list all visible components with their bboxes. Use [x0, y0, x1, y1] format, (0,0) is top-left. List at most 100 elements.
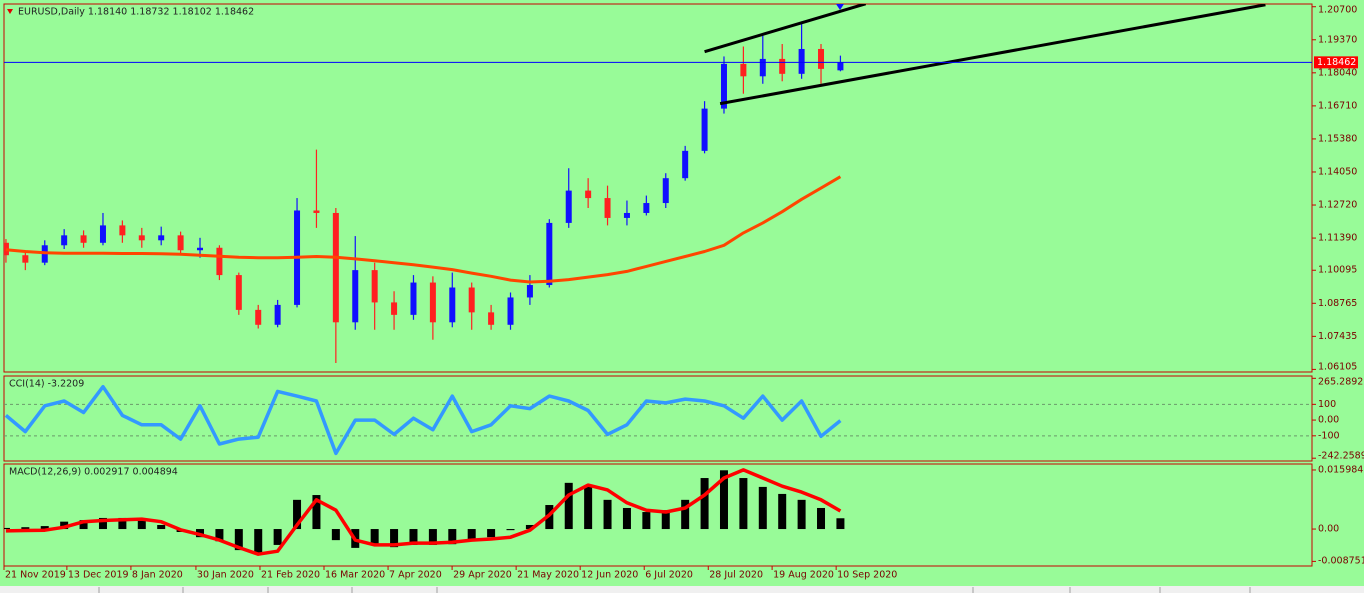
histogram-bar — [817, 507, 826, 530]
candle-body — [99, 225, 106, 243]
candle-body — [546, 222, 553, 286]
candle-body — [391, 302, 398, 315]
histogram-bar — [98, 517, 107, 530]
current-price-label: 1.18462 — [1317, 57, 1356, 68]
y-tick-label: 1.06105 — [1318, 362, 1357, 373]
histogram-bar — [312, 495, 321, 530]
plot — [4, 468, 845, 556]
candle-body — [818, 48, 825, 69]
trendline — [704, 4, 867, 54]
histogram-bar — [390, 529, 399, 548]
candle-body — [138, 235, 145, 241]
candle-body — [837, 62, 844, 71]
histogram-bar — [642, 512, 651, 530]
x-tick-label: 13 Dec 2019 — [68, 570, 129, 581]
x-tick-label: 28 Jul 2020 — [709, 570, 763, 581]
candle-body — [643, 203, 650, 213]
y-tick-label: 1.14050 — [1318, 166, 1357, 177]
candle-body — [623, 212, 630, 218]
histogram-bar — [564, 482, 573, 530]
histogram-bar — [40, 526, 49, 530]
candle-body — [177, 235, 184, 251]
y-tick-label: -0.008751 — [1318, 556, 1364, 567]
histogram-bar — [118, 517, 127, 530]
histogram-bar — [467, 529, 476, 541]
histogram-bar — [234, 529, 243, 551]
histogram-bar — [700, 478, 709, 530]
candle-body — [235, 275, 242, 310]
histogram-bar — [584, 486, 593, 530]
bar-marker — [836, 4, 844, 10]
x-tick-label: 21 Nov 2019 — [5, 570, 66, 581]
candle-body — [701, 108, 708, 151]
candle-body — [449, 287, 456, 323]
candle-body — [274, 304, 281, 325]
histogram-bar — [525, 524, 534, 530]
histogram-bar — [622, 507, 631, 530]
signal-line — [5, 468, 842, 556]
histogram-bar — [215, 529, 224, 542]
histogram-bar — [603, 499, 612, 530]
histogram-bar — [157, 524, 166, 530]
y-tick-label: 0.00 — [1318, 524, 1339, 535]
candle-body — [332, 212, 339, 323]
panel-title: CCI(14) -3.2209 — [9, 379, 84, 390]
candle-body — [662, 178, 669, 204]
y-tick-label: 100 — [1318, 399, 1336, 410]
y-tick-label: -100 — [1318, 430, 1340, 441]
panel-title: EURUSD,Daily 1.18140 1.18732 1.18102 1.1… — [18, 7, 254, 18]
y-tick-label: 0.00 — [1318, 415, 1339, 426]
histogram-bar — [293, 499, 302, 530]
candle-body — [158, 235, 165, 241]
x-tick-label: 21 Feb 2020 — [261, 570, 320, 581]
candle-body — [720, 63, 727, 109]
y-tick-label: 265.2892 — [1318, 377, 1363, 388]
histogram-bar — [79, 520, 88, 530]
y-tick-label: 1.20700 — [1318, 5, 1357, 16]
plot — [4, 4, 1266, 364]
histogram-bar — [409, 529, 418, 545]
x-tick-label: 30 Jan 2020 — [197, 570, 254, 581]
candle-body — [119, 225, 126, 236]
status-bar — [0, 586, 1364, 593]
histogram-bar — [428, 529, 437, 545]
histogram-bar — [21, 527, 30, 530]
x-tick-label: 8 Jan 2020 — [132, 570, 183, 581]
histogram-bar — [836, 518, 845, 530]
histogram-bar — [487, 529, 496, 538]
candle-body — [604, 198, 611, 218]
x-tick-label: 7 Apr 2020 — [389, 570, 442, 581]
panel — [3, 463, 1313, 567]
histogram-bar — [370, 529, 379, 545]
panel — [3, 3, 1313, 373]
current-price-box — [1314, 56, 1358, 69]
histogram-bar — [506, 529, 515, 531]
candle-body — [352, 270, 359, 323]
candle-body — [80, 235, 87, 243]
histogram-bar — [137, 519, 146, 530]
histogram-bar — [273, 529, 282, 545]
x-tick-label: 12 Jun 2020 — [581, 570, 638, 581]
candle-body — [740, 63, 747, 77]
histogram-bar — [4, 527, 10, 530]
candle-body — [313, 210, 320, 213]
y-tick-label: 0.015984 — [1318, 465, 1363, 476]
histogram-bar — [60, 521, 69, 530]
candle-body — [371, 270, 378, 303]
histogram-bar — [758, 486, 767, 530]
candle-body — [197, 247, 204, 251]
candle-body — [216, 247, 223, 276]
histogram-bar — [797, 499, 806, 530]
y-tick-label: 1.11390 — [1318, 233, 1357, 244]
panel — [3, 375, 1313, 462]
histogram-bar — [448, 529, 457, 545]
candle-body — [429, 282, 436, 323]
histogram-bar — [661, 510, 670, 530]
y-tick-label: 1.18040 — [1318, 67, 1357, 78]
candle-body — [61, 235, 68, 246]
y-tick-label: 1.16710 — [1318, 100, 1357, 111]
x-tick-label: 19 Aug 2020 — [773, 570, 834, 581]
candle-body — [798, 48, 805, 74]
